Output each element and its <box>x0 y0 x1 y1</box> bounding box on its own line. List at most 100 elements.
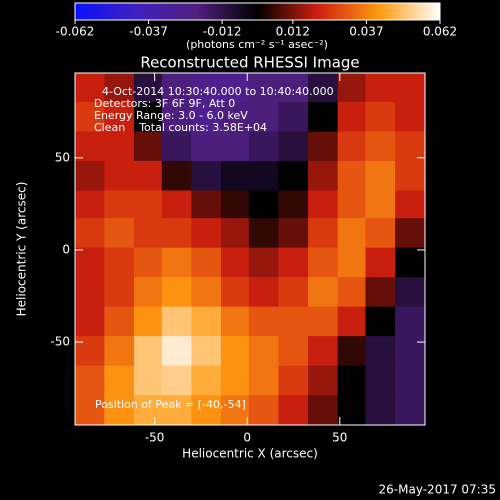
colorbar-tick-label: 0.062 <box>423 25 457 39</box>
image-cell <box>395 395 425 425</box>
image-cell <box>161 218 192 249</box>
image-cell <box>75 336 105 367</box>
image-cell <box>104 161 135 192</box>
plot-frame <box>74 72 426 426</box>
image-cell <box>365 218 396 249</box>
image-cell <box>221 395 252 425</box>
image-cell <box>365 306 396 337</box>
colorbar-tick-label: -0.037 <box>129 25 168 39</box>
image-cell <box>133 277 165 308</box>
image-cell <box>308 190 339 221</box>
image-cell <box>395 306 425 337</box>
image-cell <box>221 365 252 396</box>
footer-date: 26-May-2017 07:35 <box>379 483 496 497</box>
image-cell <box>308 131 339 162</box>
image-cell <box>161 306 192 337</box>
image-cell <box>248 306 279 337</box>
image-cell <box>133 395 165 425</box>
image-cell <box>278 190 309 221</box>
image-cell <box>75 102 105 133</box>
image-cell <box>248 190 279 221</box>
image-cell <box>337 395 368 425</box>
image-cell <box>365 247 396 278</box>
image-cell <box>395 365 425 396</box>
image-cell <box>278 336 309 367</box>
image-cell <box>278 161 309 192</box>
image-cell <box>161 365 192 396</box>
image-cell <box>395 190 425 221</box>
annotation: 4-Oct-2014 10:30:40.000 to 10:40:40.000 <box>102 85 334 98</box>
image-cell <box>191 277 222 308</box>
image-cell <box>337 247 368 278</box>
image-cell <box>365 395 396 425</box>
image-cell <box>104 73 135 103</box>
image-cell <box>133 247 165 278</box>
image-cell <box>161 395 192 425</box>
image-cell <box>104 190 135 221</box>
image-cell <box>395 73 425 103</box>
image-cell <box>278 218 309 249</box>
image-cell <box>75 365 105 396</box>
image-cell <box>133 161 165 192</box>
image-cell <box>395 247 425 278</box>
image-cell <box>278 131 309 162</box>
y-axis-title: Heliocentric Y (arcsec) <box>15 182 29 317</box>
image-cell <box>133 102 165 133</box>
image-cell <box>337 218 368 249</box>
image-cell <box>221 73 252 103</box>
image-cell <box>191 161 222 192</box>
image-cell <box>191 131 222 162</box>
image-cell <box>104 218 135 249</box>
image-cell <box>191 190 222 221</box>
image-cell <box>308 161 339 192</box>
image-cell <box>104 102 135 133</box>
colorbar-tick-label: 0.012 <box>276 25 310 39</box>
image-cell <box>248 218 279 249</box>
image-cell <box>161 336 192 367</box>
image-cell <box>75 131 105 162</box>
image-cell <box>75 395 105 425</box>
image-cell <box>337 102 368 133</box>
image-cell <box>75 190 105 221</box>
image-cell <box>337 365 368 396</box>
image-cell <box>278 306 309 337</box>
x-axis-title: Heliocentric X (arcsec) <box>182 447 318 461</box>
image-cell <box>308 336 339 367</box>
image-cell <box>191 102 222 133</box>
chart-title: Reconstructed RHESSI Image <box>140 54 359 72</box>
image-cell <box>395 131 425 162</box>
image-cell <box>221 131 252 162</box>
image-cell <box>248 131 279 162</box>
image-cell <box>395 102 425 133</box>
image-cell <box>308 247 339 278</box>
image-cell <box>104 247 135 278</box>
image-cell <box>365 73 396 103</box>
image-cell <box>161 247 192 278</box>
image-cell <box>104 131 135 162</box>
image-cell <box>221 336 252 367</box>
image-cell <box>221 102 252 133</box>
annotation: Energy Range: 3.0 - 6.0 keV <box>94 109 248 122</box>
image-cell <box>308 218 339 249</box>
image-cell <box>191 336 222 367</box>
image-cell <box>308 73 339 103</box>
image-cell <box>308 306 339 337</box>
image <box>75 73 425 425</box>
image-cell <box>337 73 368 103</box>
x-tick-label: 50 <box>332 431 347 445</box>
image-cell <box>337 161 368 192</box>
image-cell <box>133 190 165 221</box>
image-cell <box>395 277 425 308</box>
y-tick-label: -50 <box>50 335 70 349</box>
image-cell <box>278 247 309 278</box>
image-cell <box>365 365 396 396</box>
image-cell <box>308 277 339 308</box>
image-cell <box>248 161 279 192</box>
image-cell <box>133 365 165 396</box>
image-cell <box>278 73 309 103</box>
image-cell <box>337 190 368 221</box>
image-cell <box>395 161 425 192</box>
annotation: Position of Peak = [-40,-54] <box>95 398 246 411</box>
y-tick-label: 50 <box>55 150 70 164</box>
